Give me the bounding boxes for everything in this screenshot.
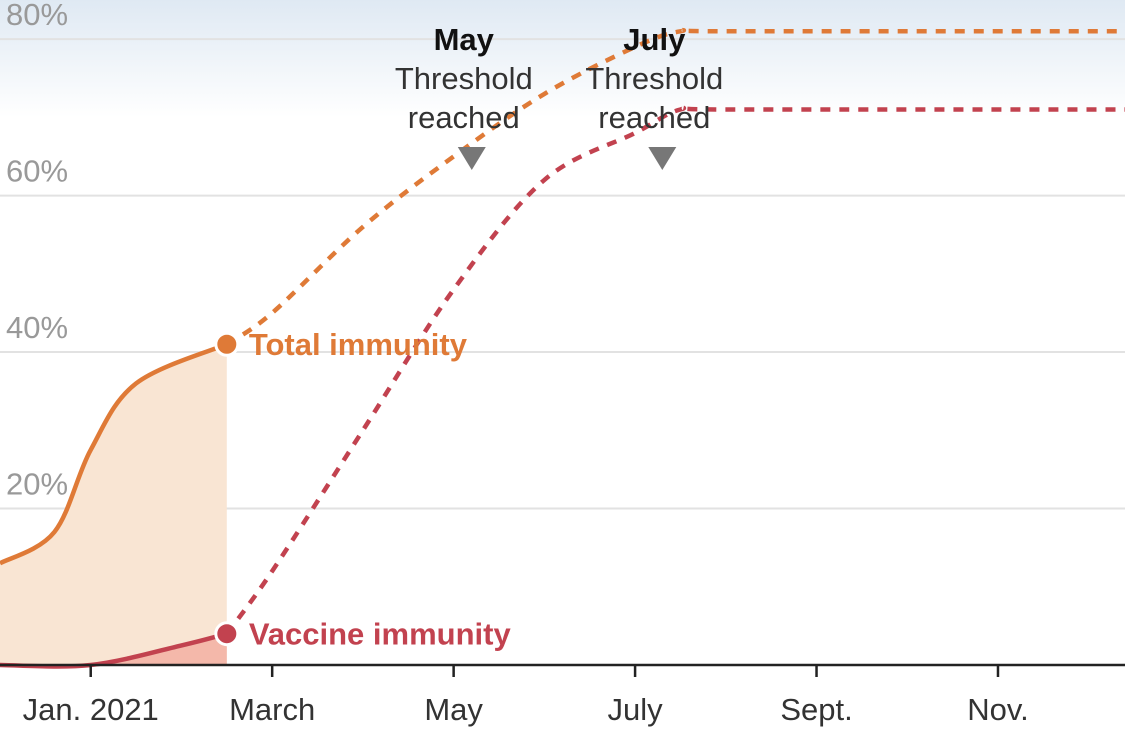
series-end-dot bbox=[214, 331, 240, 357]
annotation-text: reached bbox=[598, 100, 710, 135]
observed-line bbox=[0, 342, 228, 566]
annotation-text: reached bbox=[408, 100, 520, 135]
annotation-month: May bbox=[434, 22, 495, 57]
series-label: Vaccine immunity bbox=[249, 617, 512, 652]
area-fill bbox=[0, 344, 227, 665]
projected-line bbox=[224, 105, 1125, 636]
x-tick-label: May bbox=[424, 692, 483, 727]
x-tick-label: Sept. bbox=[780, 692, 852, 727]
area-fill bbox=[0, 633, 227, 667]
projected-line bbox=[225, 27, 1125, 347]
x-tick-label: Jan. 2021 bbox=[23, 692, 159, 727]
annotation-text: Threshold bbox=[395, 61, 533, 96]
threshold-marker-icon bbox=[457, 147, 486, 170]
annotation-month: July bbox=[623, 22, 686, 57]
series-label: Total immunity bbox=[249, 327, 468, 362]
x-tick-label: Nov. bbox=[967, 692, 1028, 727]
threshold-band bbox=[0, 0, 1125, 118]
y-tick-label: 60% bbox=[6, 154, 68, 189]
series-end-dot bbox=[214, 621, 240, 647]
threshold-marker-icon bbox=[648, 147, 677, 170]
y-tick-label: 80% bbox=[6, 0, 68, 32]
y-tick-label: 20% bbox=[6, 467, 68, 502]
y-tick-label: 40% bbox=[6, 310, 68, 345]
x-tick-label: July bbox=[608, 692, 664, 727]
annotation-text: Threshold bbox=[585, 61, 723, 96]
x-tick-label: March bbox=[229, 692, 315, 727]
